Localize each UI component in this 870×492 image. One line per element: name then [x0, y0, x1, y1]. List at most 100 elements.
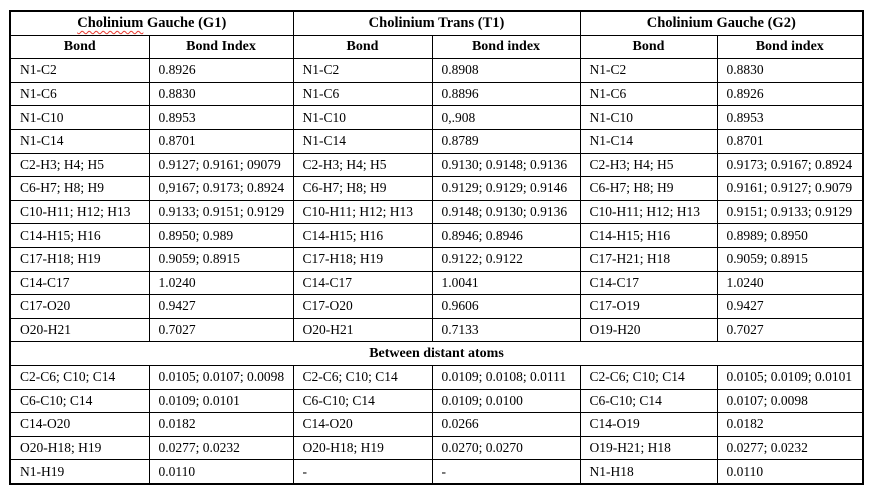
table-row: C2-H3; H4; H5 0.9127; 0.9161; 09079 C2-H3;…: [9, 152, 864, 178]
bond-cell: N1-C14: [9, 128, 150, 154]
bond-cell: N1-C2: [579, 58, 718, 83]
section-divider-label: Between distant atoms: [9, 341, 864, 366]
bond-index-cell: 0.9148; 0.9130; 0.9136: [431, 199, 581, 225]
bond-cell: N1-C10: [292, 105, 433, 130]
bond-cell: C14-C17: [579, 270, 718, 296]
bond-cell: N1-C2: [292, 58, 433, 83]
bond-index-cell: 1.0041: [431, 270, 581, 296]
table-row: N1-C10 0.8953 N1-C10 0,.908 N1-C10 0.8953: [9, 105, 864, 130]
table-row: C6-C10; C14 0.0109; 0.0101 C6-C10; C14 0.01…: [9, 388, 864, 414]
bond-index-cell: 0.0277; 0.0232: [716, 435, 864, 461]
bond-index-cell: 0.0182: [716, 412, 864, 437]
table-row: N1-C2 0.8926 N1-C2 0.8908 N1-C2 0.8830: [9, 58, 864, 83]
bond-index-cell: 0.7133: [431, 317, 581, 343]
bond-index-cell: 0.7027: [716, 317, 864, 343]
bond-index-cell: 0.0277; 0.0232: [148, 435, 294, 461]
bond-index-cell: 0.9427: [148, 294, 294, 319]
bond-cell: C10-H11; H12; H13: [292, 199, 433, 225]
bond-cell: C14-O20: [9, 412, 150, 437]
bond-cell: C14-C17: [292, 270, 433, 296]
column-header-index-t1: Bond index: [431, 34, 581, 60]
bond-index-cell: 0.0109; 0.0100: [431, 388, 581, 414]
group-title-t1: Cholinium Trans (T1): [292, 10, 581, 36]
bond-index-cell: 0.8953: [148, 105, 294, 130]
bond-cell: C6-H7; H8; H9: [9, 176, 150, 201]
bond-cell: C17-O19: [579, 294, 718, 319]
bond-index-cell: 0.8946; 0.8946: [431, 223, 581, 248]
bond-cell: C6-H7; H8; H9: [579, 176, 718, 201]
bond-index-cell: 0.8701: [716, 128, 864, 154]
column-header-row: Bond Bond Index Bond Bond index Bond Bon…: [9, 34, 864, 60]
bond-index-cell: 0.8989; 0.8950: [716, 223, 864, 248]
bond-cell: C6-C10; C14: [579, 388, 718, 414]
bond-cell: C2-H3; H4; H5: [292, 152, 433, 178]
bond-index-cell: 0.8950; 0.989: [148, 223, 294, 248]
bond-index-cell: 0.0109; 0.0101: [148, 388, 294, 414]
group-title-word: Cholinium: [368, 14, 435, 31]
bond-cell: C14-O19: [579, 412, 718, 437]
bond-cell: C14-H15; H16: [579, 223, 718, 248]
bond-cell: C2-C6; C10; C14: [579, 364, 718, 390]
bond-index-cell: 0.9173; 0.9167; 0.8924: [716, 152, 864, 178]
bond-index-cell: 0.8701: [148, 128, 294, 154]
table-row: O20-H18; H19 0.0277; 0.0232 O20-H18; H19 0.…: [9, 435, 864, 461]
bond-index-cell: 0,9167; 0.9173; 0.8924: [148, 176, 294, 201]
bond-index-cell: 0.8953: [716, 105, 864, 130]
bond-index-cell: 0.8926: [148, 58, 294, 83]
bond-index-cell: 0.8789: [431, 128, 581, 154]
group-title-word: Cholinium: [77, 14, 144, 31]
bond-cell: N1-C10: [579, 105, 718, 130]
bond-cell: C17-O20: [292, 294, 433, 319]
table-row: N1-C6 0.8830 N1-C6 0.8896 N1-C6 0.8926: [9, 81, 864, 107]
bond-index-cell: 0.0266: [431, 412, 581, 437]
bond-index-cell: 0.8830: [716, 58, 864, 83]
bond-index-cell: 0.9129; 0.9129; 0.9146: [431, 176, 581, 201]
bond-cell: N1-H18: [579, 459, 718, 485]
column-header-index-g2: Bond index: [716, 34, 864, 60]
bond-index-cell: 0.0105; 0.0109; 0.0101: [716, 364, 864, 390]
bond-index-cell: 0.9151; 0.9133; 0.9129: [716, 199, 864, 225]
bond-index-cell: 1.0240: [148, 270, 294, 296]
bond-index-cell: 0.0182: [148, 412, 294, 437]
group-title-rest: Gauche (G1): [143, 14, 227, 31]
bond-cell: C6-C10; C14: [9, 388, 150, 414]
bond-cell: C14-H15; H16: [292, 223, 433, 248]
bond-cell: N1-C6: [9, 81, 150, 107]
bond-index-cell: 0.8926: [716, 81, 864, 107]
table-row: N1-H19 0.0110- - N1-H18 0.0110: [9, 459, 864, 485]
bond-cell: N1-C2: [9, 58, 150, 83]
bond-index-cell: 0,.908: [431, 105, 581, 130]
group-title-word: Cholinium: [646, 14, 713, 31]
bond-cell: O19-H20: [579, 317, 718, 343]
table-row: C2-C6; C10; C14 0.0105; 0.0107; 0.0098 C2-…: [9, 364, 864, 390]
bond-cell: N1-C14: [292, 128, 433, 154]
bond-cell: C2-C6; C10; C14: [9, 364, 150, 390]
bond-index-cell: 0.0110: [148, 459, 294, 485]
table-row: C14-H15; H16 0.8950; 0.989 C14-H15; H16 0.8…: [9, 223, 864, 248]
bond-index-cell: 0.7027: [148, 317, 294, 343]
divider-section: Between distant atoms: [9, 341, 864, 366]
bond-index-cell: 1.0240: [716, 270, 864, 296]
bond-cell: C6-C10; C14: [292, 388, 433, 414]
bond-index-cell: 0.9427: [716, 294, 864, 319]
bond-index-cell: 0.9130; 0.9148; 0.9136: [431, 152, 581, 178]
bond-index-cell: 0.9127; 0.9161; 09079: [148, 152, 294, 178]
column-header-bond-g1: Bond: [9, 34, 150, 60]
bond-index-cell: -: [431, 459, 581, 485]
bond-cell: C2-H3; H4; H5: [9, 152, 150, 178]
table-row: C14-O20 0.0182 C14-O20 0.0266 C14-O19 0.0182: [9, 412, 864, 437]
bond-cell: O20-H18; H19: [292, 435, 433, 461]
bond-index-cell: 0.9059; 0.8915: [148, 246, 294, 272]
bond-cell: C14-O20: [292, 412, 433, 437]
bond-index-cell: 0.9606: [431, 294, 581, 319]
bond-cell: O20-H21: [292, 317, 433, 343]
bond-cell: C10-H11; H12; H13: [9, 199, 150, 225]
section-divider-row: Between distant atoms: [9, 341, 864, 366]
table-row: C17-H18; H19 0.9059; 0.8915 C17-H18; H19 0.…: [9, 246, 864, 272]
bond-index-cell: 0.9133; 0.9151; 0.9129: [148, 199, 294, 225]
bond-index-cell: 0.9161; 0.9127; 0.9079: [716, 176, 864, 201]
bond-index-cell: 0.8908: [431, 58, 581, 83]
group-title-g1: Cholinium Gauche (G1): [9, 10, 294, 36]
table-row: N1-C14 0.8701 N1-C14 0.8789 N1-C14 0.8701: [9, 128, 864, 154]
column-header-bond-g2: Bond: [579, 34, 718, 60]
